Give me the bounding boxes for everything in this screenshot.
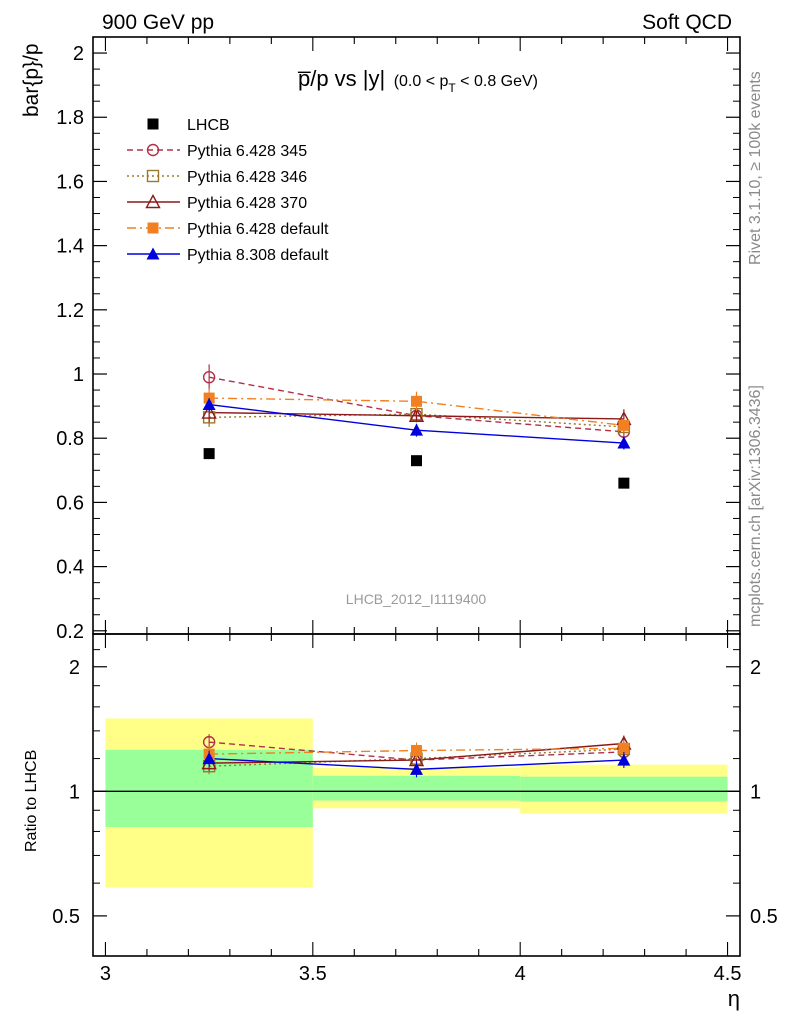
ratio-line-series-3 bbox=[209, 747, 624, 755]
main-ylabel: bar{p}/p bbox=[20, 43, 43, 117]
main-line-series-4 bbox=[209, 397, 624, 427]
legend-label-4: Pythia 6.428 default bbox=[187, 221, 329, 238]
main-ytick-label-3: 0.8 bbox=[56, 428, 84, 450]
ratio-ytick-label-left-1: 1 bbox=[69, 781, 80, 803]
x-tick-label-3: 4.5 bbox=[714, 963, 742, 985]
main-ytick-label-2: 0.6 bbox=[56, 492, 84, 514]
ratio-point-series-3-point-2 bbox=[618, 742, 630, 754]
ratio-ytick-label-right-1: 1 bbox=[750, 781, 761, 803]
legend: LHCB Pythia 6.428 345 Pythia 6.428 346 Pyth… bbox=[127, 117, 329, 264]
x-axis-label: η bbox=[728, 986, 740, 1011]
legend-label-0: LHCB bbox=[187, 117, 230, 134]
main-ytick-label-6: 1.4 bbox=[56, 236, 84, 258]
ratio-point-series-3-point-1 bbox=[411, 745, 422, 757]
ratio-series-markers bbox=[201, 734, 632, 778]
main-ytick-label-7: 1.6 bbox=[56, 171, 84, 193]
main-point-series-4-point-2 bbox=[618, 419, 630, 431]
legend-marker-1 bbox=[146, 143, 160, 157]
ratio-ytick-label-left-0: 0.5 bbox=[52, 906, 80, 928]
main-ytick-label-5: 1.2 bbox=[56, 300, 84, 322]
header-left: 900 GeV pp bbox=[102, 11, 214, 34]
legend-label-5: Pythia 8.308 default bbox=[187, 247, 329, 264]
main-point-series-0-point-0 bbox=[203, 448, 215, 460]
main-title-text: p̅/p vs |y| bbox=[297, 66, 385, 91]
legend-marker-4 bbox=[147, 222, 159, 234]
main-title: p̅/p vs |y| (0.0 < pT < 0.8 GeV) bbox=[297, 66, 538, 95]
header-right: Soft QCD bbox=[642, 11, 732, 34]
analysis-id: LHCB_2012_I1119400 bbox=[346, 591, 487, 607]
ratio-point-series-4-point-0 bbox=[202, 752, 216, 765]
ratio-frame bbox=[92, 633, 741, 957]
ratio-ytick-label-left-2: 2 bbox=[69, 657, 80, 679]
main-axes: 0.2 0.4 0.6 0.8 1 1.2 1.4 1.6 1.8 2 bbox=[56, 37, 740, 643]
main-point-series-5-point-0 bbox=[202, 398, 216, 411]
main-line-series-2 bbox=[209, 413, 624, 428]
main-point-series-5-point-2 bbox=[617, 436, 631, 449]
legend-label-2: Pythia 6.428 346 bbox=[187, 169, 307, 186]
main-ytick-label-1: 0.4 bbox=[56, 557, 84, 579]
main-point-series-4-point-1 bbox=[411, 395, 422, 407]
x-tick-label-2: 4 bbox=[515, 963, 526, 985]
ratio-line-series-1 bbox=[209, 748, 624, 767]
main-ytick-label-8: 1.8 bbox=[56, 107, 84, 129]
ratio-ytick-label-right-0: 0.5 bbox=[750, 906, 778, 928]
main-title-cuts: (0.0 < pT < 0.8 GeV) bbox=[394, 73, 538, 95]
mcplots-label: mcplots.cern.ch [arXiv:1306.3436] bbox=[747, 385, 764, 627]
legend-marker-3 bbox=[145, 194, 161, 209]
main-point-series-5-point-1 bbox=[410, 423, 423, 436]
ratio-point-series-4-point-2 bbox=[617, 753, 631, 766]
legend-label-3: Pythia 6.428 370 bbox=[187, 195, 307, 212]
x-tick-label-1: 3.5 bbox=[299, 963, 327, 985]
legend-marker-2 bbox=[146, 169, 160, 183]
ratio-band-stat-2 bbox=[520, 776, 728, 802]
ratio-ytick-label-right-2: 2 bbox=[750, 657, 761, 679]
main-point-series-3-point-1 bbox=[408, 407, 425, 422]
legend-marker-0 bbox=[147, 118, 159, 130]
legend-label-1: Pythia 6.428 345 bbox=[187, 143, 307, 160]
main-point-series-0-point-2 bbox=[618, 477, 630, 489]
ratio-band-stat-1 bbox=[312, 775, 521, 801]
legend-marker-5 bbox=[146, 247, 160, 260]
main-point-series-1-point-0 bbox=[202, 371, 216, 384]
main-ytick-label-9: 2 bbox=[73, 43, 84, 65]
main-point-series-3-point-0 bbox=[201, 404, 217, 419]
ratio-point-series-4-point-1 bbox=[410, 762, 423, 775]
x-tick-label-0: 3 bbox=[100, 963, 111, 985]
rivet-label: Rivet 3.1.10, ≥ 100k events bbox=[747, 71, 764, 265]
ratio-axes: 0.5 0.5 1 1 2 2 3 3.5 4 4.5 bbox=[52, 634, 778, 985]
main-series-markers bbox=[201, 364, 632, 489]
main-point-series-0-point-1 bbox=[411, 455, 422, 467]
main-ytick-label-4: 1 bbox=[73, 364, 84, 386]
main-ytick-label-0: 0.2 bbox=[56, 621, 84, 643]
ratio-ylabel: Ratio to LHCB bbox=[23, 750, 40, 852]
